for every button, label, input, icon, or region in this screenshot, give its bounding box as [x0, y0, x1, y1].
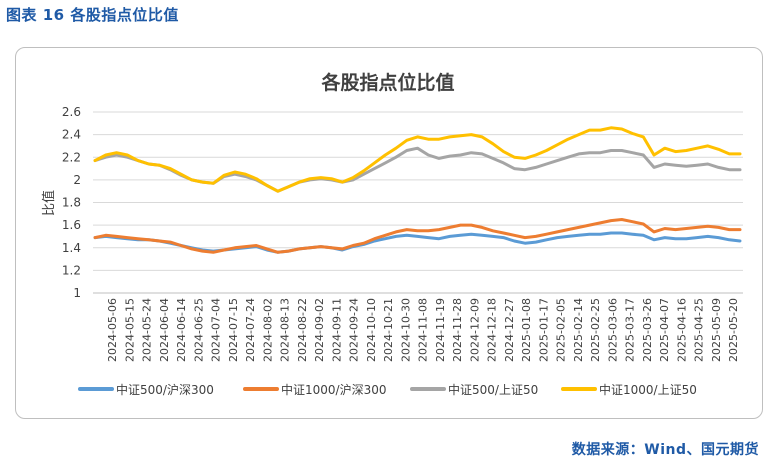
x-tick-label: 2024-07-24 [244, 298, 257, 362]
legend: 中证500/沪深300 中证1000/沪深300 中证500/上证50 中证1000/… [78, 382, 697, 397]
x-tick-label: 2024-10-21 [382, 298, 395, 362]
x-tick-label: 2024-10-10 [365, 298, 378, 362]
x-tick-label: 2025-05-20 [727, 298, 740, 362]
y-axis-label: 比值 [41, 190, 57, 216]
x-tick-label: 2024-11-19 [434, 298, 447, 362]
x-tick-label: 2024-07-04 [210, 298, 223, 362]
x-tick-label: 2024-06-04 [158, 298, 171, 362]
x-tick-label: 2024-05-24 [141, 298, 154, 362]
series-line [93, 218, 742, 254]
y-tick-label: 2.4 [62, 128, 81, 142]
x-tick-label: 2025-03-26 [641, 298, 654, 362]
y-tick-labels: 1 1.2 1.4 1.6 1.8 2 2.2 2.4 2.6 [62, 105, 81, 300]
x-tick-label: 2024-06-14 [175, 298, 188, 362]
x-tick-labels: 2024-05-06 2024-05-15 2024-05-24 2024-06-04… [106, 298, 740, 362]
y-tick-label: 1.8 [62, 196, 81, 210]
y-tick-label: 2 [73, 173, 81, 187]
x-tick-label: 2024-05-15 [123, 298, 136, 362]
y-tick-label: 1.6 [62, 218, 81, 232]
x-tick-label: 2025-04-16 [675, 298, 688, 362]
x-tick-label: 2024-06-25 [192, 298, 205, 362]
x-tick-label: 2024-07-15 [227, 298, 240, 362]
x-tick-label: 2024-09-11 [330, 298, 343, 362]
x-tick-label: 2025-01-08 [520, 298, 533, 362]
x-tick-label: 2025-05-09 [710, 298, 723, 362]
series-line [93, 126, 742, 193]
x-tick-label: 2024-08-02 [261, 298, 274, 362]
source-note: 数据来源：Wind、国元期货 [571, 442, 759, 458]
x-tick-label: 2025-02-05 [555, 298, 568, 362]
x-tick-label: 2025-04-07 [658, 298, 671, 362]
x-tick-label: 2025-04-25 [693, 298, 706, 362]
legend-label: 中证500/沪深300 [116, 382, 214, 397]
x-tick-label: 2025-02-14 [572, 298, 585, 362]
x-tick-label: 2024-10-30 [399, 298, 412, 362]
y-tick-label: 1.4 [62, 241, 81, 255]
x-tick-label: 2024-12-27 [503, 298, 516, 362]
x-tick-label: 2025-03-17 [624, 298, 637, 362]
legend-label: 中证1000/沪深300 [281, 382, 387, 397]
y-tick-label: 2.2 [62, 150, 81, 164]
x-tick-label: 2025-03-06 [606, 298, 619, 362]
x-tick-label: 2025-02-25 [589, 298, 602, 362]
y-tick-label: 1.2 [62, 263, 81, 277]
series-lines [93, 126, 742, 254]
x-tick-label: 2024-05-06 [106, 298, 119, 362]
x-tick-label: 2024-08-22 [296, 298, 309, 362]
legend-label: 中证500/上证50 [448, 382, 538, 397]
legend-label: 中证1000/上证50 [599, 382, 697, 397]
series-line [93, 146, 742, 193]
chart-title: 各股指点位比值 [320, 71, 454, 94]
x-tick-label: 2024-09-02 [313, 298, 326, 362]
x-tick-label: 2025-01-17 [537, 298, 550, 362]
x-tick-label: 2024-08-13 [279, 298, 292, 362]
x-tick-label: 2024-12-09 [468, 298, 481, 362]
figure-label: 图表 16 各股指点位比值 [6, 6, 179, 24]
y-tick-label: 1 [73, 286, 81, 300]
x-tick-label: 2024-09-24 [348, 298, 361, 362]
x-tick-label: 2024-11-28 [451, 298, 464, 362]
x-tick-label: 2024-12-18 [486, 298, 499, 362]
y-tick-label: 2.6 [62, 105, 81, 119]
x-tick-label: 2024-11-08 [417, 298, 430, 362]
